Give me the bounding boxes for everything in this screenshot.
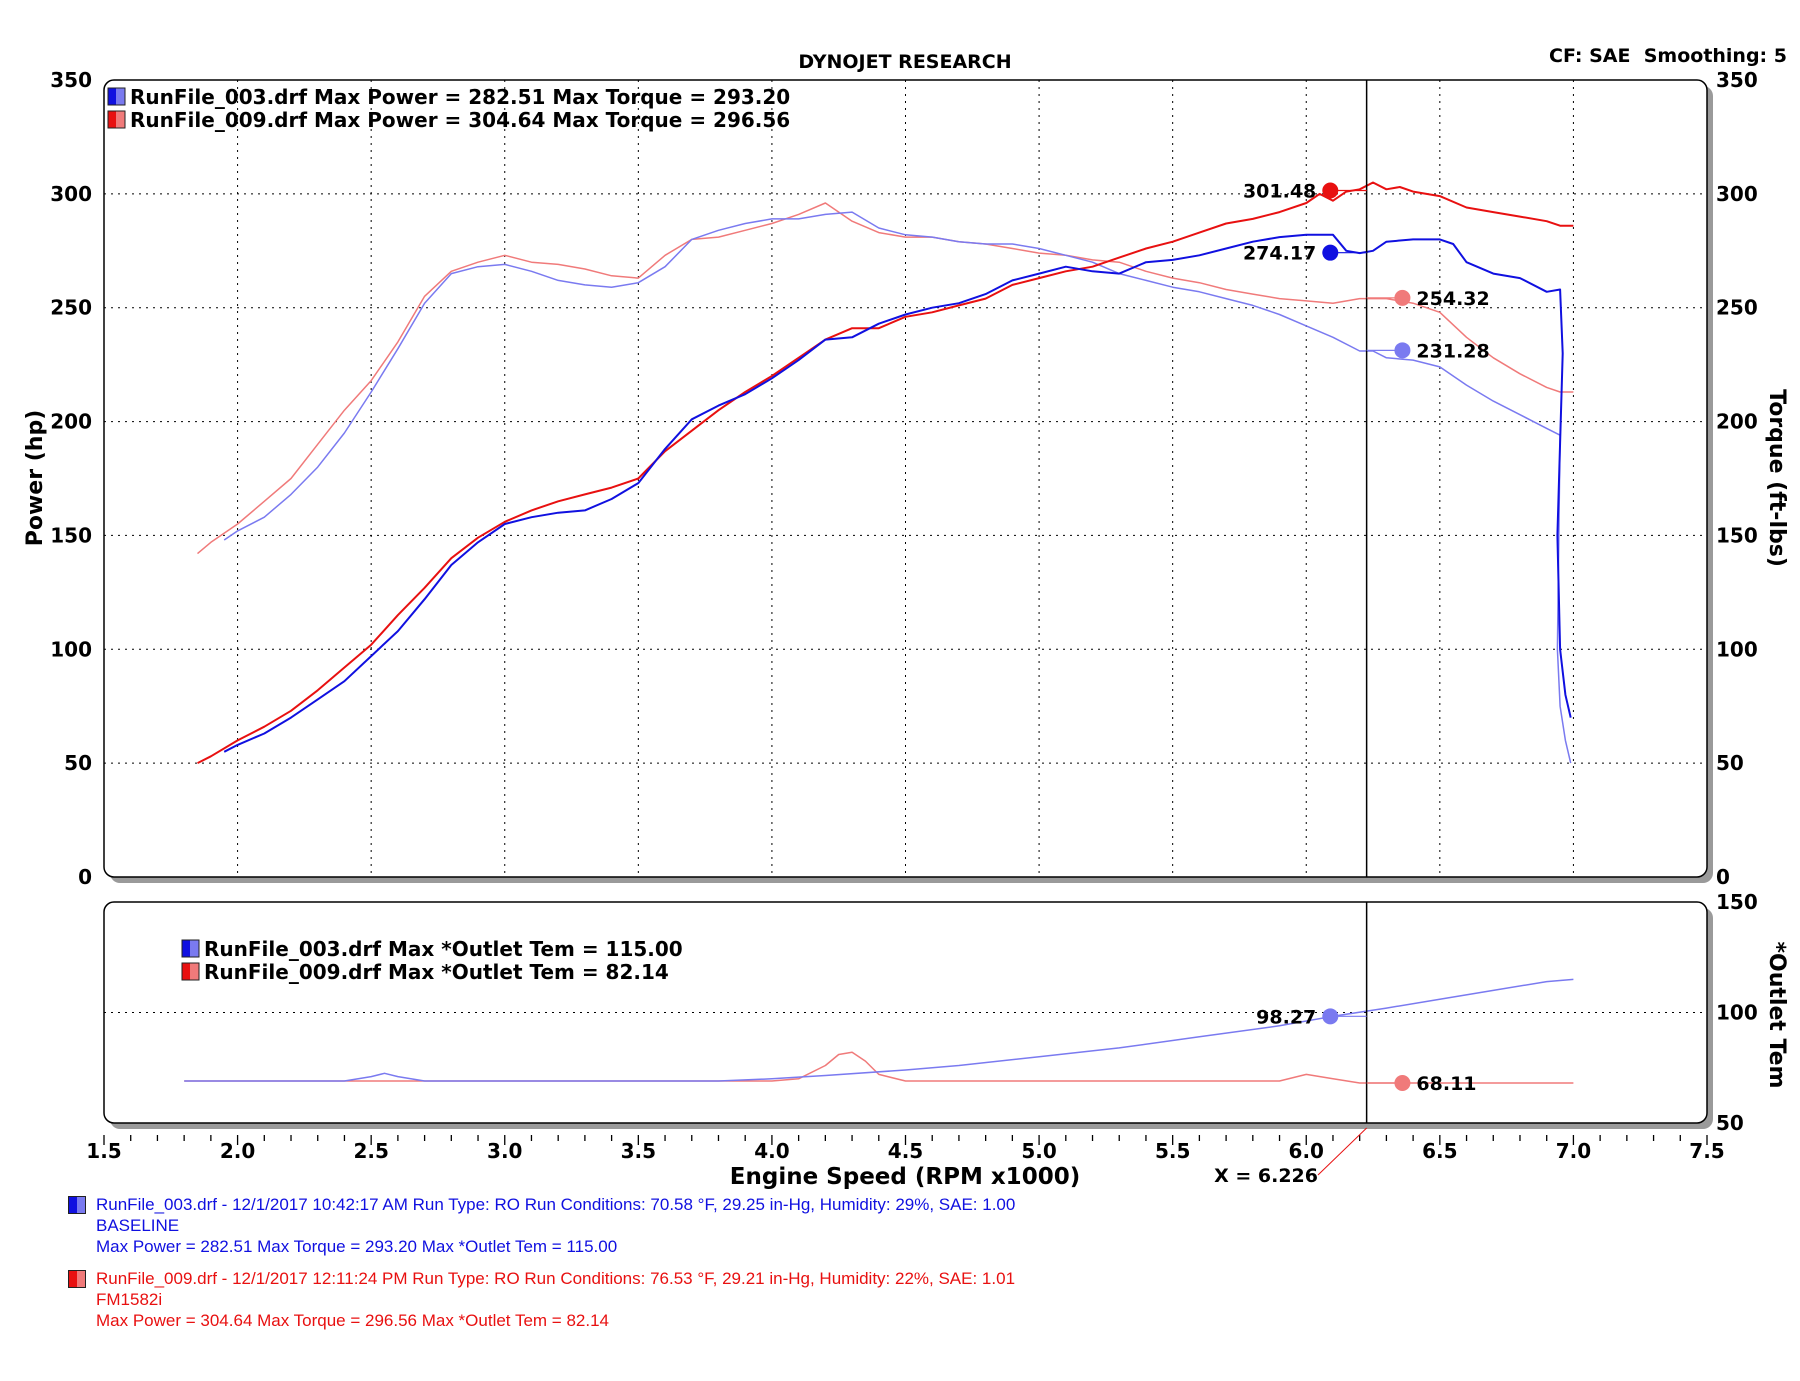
chart-title: DYNOJET RESEARCH — [798, 51, 1011, 73]
outlet-tick-label: 100 — [1716, 1001, 1758, 1025]
y2-tick-label: 100 — [1716, 637, 1758, 661]
power-legend-entry: RunFile_003.drf Max Power = 282.51 Max T… — [130, 85, 790, 109]
run003-outlet-line — [184, 978, 1574, 1082]
footer-run003: RunFile_003.drf - 12/1/2017 10:42:17 AM … — [68, 1194, 1016, 1257]
y2-tick-label: 0 — [1716, 865, 1730, 889]
chart-settings: CF: SAE Smoothing: 5 — [1549, 45, 1787, 67]
y2-tick-label: 250 — [1716, 296, 1758, 320]
y2-tick-label: 200 — [1716, 410, 1758, 434]
power-legend-swatch-light — [116, 88, 125, 105]
marker-label: 274.17 — [1243, 243, 1316, 265]
y-tick-label: 250 — [50, 296, 92, 320]
outlet-tick-label: 150 — [1716, 890, 1758, 914]
footer-run003-line2: BASELINE — [96, 1216, 180, 1235]
marker-dot — [1394, 1074, 1411, 1091]
y2-tick-label: 50 — [1716, 751, 1744, 775]
footer-run009: RunFile_009.drf - 12/1/2017 12:11:24 PM … — [68, 1268, 1016, 1331]
outlet-legend-swatch-light — [190, 963, 199, 980]
y-tick-label: 150 — [50, 523, 92, 547]
y2-axis-title-outlet: *Outlet Tem — [1764, 942, 1789, 1089]
y-tick-label: 350 — [50, 68, 92, 92]
run009-torque-line — [197, 202, 1574, 555]
footer-run003-line1: RunFile_003.drf - 12/1/2017 10:42:17 AM … — [96, 1195, 1016, 1214]
y-tick-label: 0 — [78, 865, 92, 889]
outlet-tick-label: 50 — [1716, 1111, 1744, 1135]
power-legend-swatch-border — [107, 87, 126, 106]
footer-run009-line2: FM1582i — [96, 1290, 163, 1309]
power-legend-swatch-light — [116, 111, 125, 128]
power-legend-swatch-dark — [108, 111, 116, 128]
marker-label: 254.32 — [1416, 288, 1489, 310]
outlet-legend-entry: RunFile_003.drf Max *Outlet Tem = 115.00 — [204, 937, 683, 961]
y-tick-label: 100 — [50, 637, 92, 661]
run009-power-line — [197, 181, 1574, 764]
y-tick-label: 50 — [64, 751, 92, 775]
marker-dot — [1322, 1008, 1339, 1025]
marker-dot — [1322, 244, 1339, 261]
run003-swatch — [68, 1196, 86, 1214]
marker-dot — [1394, 289, 1411, 306]
y2-tick-label: 300 — [1716, 182, 1758, 206]
y2-axis-title-torque: Torque (ft-lbs) — [1764, 389, 1789, 567]
footer-run009-line3: Max Power = 304.64 Max Torque = 296.56 M… — [96, 1311, 609, 1330]
cursor-label: X = 6.226 — [1214, 1165, 1318, 1187]
marker-label: 98.27 — [1256, 1006, 1316, 1028]
y-tick-label: 200 — [50, 410, 92, 434]
y-axis-title-power: Power (hp) — [23, 410, 48, 547]
cursor-pointer-line — [1317, 1127, 1367, 1176]
y2-tick-label: 350 — [1716, 68, 1758, 92]
y2-tick-label: 150 — [1716, 523, 1758, 547]
x-axis-title: Engine Speed (RPM x1000) — [730, 1164, 1080, 1190]
outlet-legend-entry: RunFile_009.drf Max *Outlet Tem = 82.14 — [204, 960, 669, 984]
marker-label: 231.28 — [1416, 340, 1489, 362]
outlet-legend-swatch-border — [181, 939, 200, 958]
outlet-legend-swatch-light — [190, 940, 199, 957]
marker-dot — [1322, 182, 1339, 199]
run003-torque-line — [223, 211, 1572, 764]
run003-power-line — [223, 233, 1572, 753]
y-tick-label: 300 — [50, 182, 92, 206]
power-legend-entry: RunFile_009.drf Max Power = 304.64 Max T… — [130, 108, 790, 132]
marker-label: 301.48 — [1243, 180, 1316, 202]
outlet-legend-swatch-dark — [182, 963, 190, 980]
power-legend-swatch-border — [107, 110, 126, 129]
marker-label: 68.11 — [1416, 1073, 1476, 1095]
run009-outlet-line — [184, 1051, 1574, 1084]
footer-run003-line3: Max Power = 282.51 Max Torque = 293.20 M… — [96, 1237, 618, 1256]
power-legend-swatch-dark — [108, 88, 116, 105]
run009-swatch — [68, 1270, 86, 1288]
marker-dot — [1394, 342, 1411, 359]
outlet-legend-swatch-border — [181, 962, 200, 981]
outlet-legend-swatch-dark — [182, 940, 190, 957]
footer-run009-line1: RunFile_009.drf - 12/1/2017 12:11:24 PM … — [96, 1269, 1016, 1288]
